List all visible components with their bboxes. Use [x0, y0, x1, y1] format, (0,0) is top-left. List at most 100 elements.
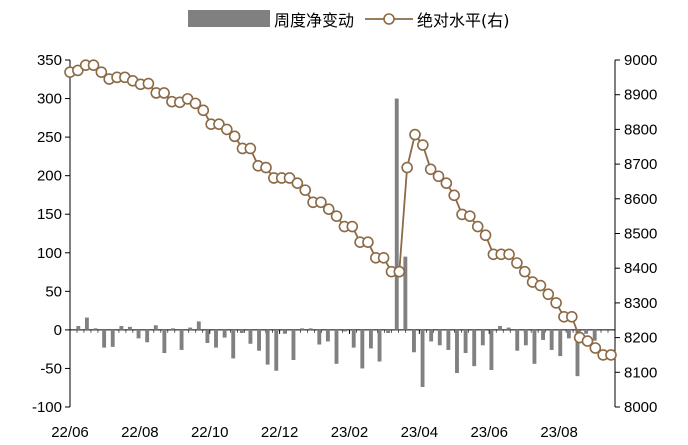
line-point — [534, 279, 547, 292]
left-axis-tick-label: 0 — [54, 322, 62, 339]
bar — [377, 329, 382, 362]
legend-bar-swatch — [188, 10, 270, 27]
bar — [343, 329, 348, 332]
right-axis-tick-label: 8600 — [624, 191, 657, 208]
bar — [291, 329, 296, 360]
bar — [128, 326, 132, 330]
x-axis-tick-label: 22/10 — [191, 424, 229, 441]
bar — [145, 329, 150, 343]
x-axis-tick-label: 22/12 — [261, 424, 299, 441]
bar — [532, 329, 537, 364]
line-point — [362, 236, 374, 248]
bar — [412, 329, 416, 353]
line-point — [448, 189, 460, 202]
left-axis-tick-label: 100 — [37, 245, 62, 262]
bar — [480, 329, 485, 346]
line-point — [260, 161, 272, 174]
bar — [420, 329, 425, 387]
right-axis-tick-label: 8200 — [624, 330, 657, 347]
bar — [334, 329, 339, 364]
x-axis-tick-label: 23/08 — [540, 424, 578, 441]
line-point — [464, 210, 476, 222]
line-point — [346, 220, 359, 233]
x-axis-tick-label: 23/04 — [401, 424, 439, 441]
bar — [455, 329, 459, 374]
bar — [196, 321, 201, 330]
bar — [498, 326, 502, 330]
left-axis-tick-label: 350 — [37, 52, 62, 69]
right-axis-tick-label: 8700 — [624, 156, 657, 173]
bar — [351, 329, 356, 348]
bar — [222, 329, 227, 338]
x-axis-tick-label: 23/06 — [470, 424, 508, 441]
bar — [325, 329, 330, 342]
bar — [368, 329, 373, 349]
line-point — [424, 163, 437, 176]
line-point — [299, 184, 312, 196]
bar — [119, 326, 124, 330]
line-point — [213, 118, 225, 130]
line-point — [589, 342, 602, 354]
bar — [265, 329, 270, 365]
line-point — [605, 349, 617, 361]
line-point — [542, 288, 555, 301]
line-point — [189, 97, 202, 110]
bar — [437, 329, 442, 346]
legend-line-marker — [383, 13, 395, 25]
bar — [386, 329, 391, 333]
bar — [558, 329, 563, 357]
right-axis-tick-label: 8800 — [624, 121, 657, 138]
bar — [523, 329, 528, 346]
line-point — [330, 210, 343, 222]
bar — [76, 326, 81, 330]
bar — [592, 329, 597, 341]
line-point — [228, 130, 241, 143]
line-point — [471, 220, 484, 233]
bar — [541, 329, 545, 340]
line-point — [479, 229, 492, 242]
left-axis-tick-label: 250 — [37, 129, 62, 146]
right-axis-tick-label: 8500 — [624, 226, 657, 243]
bar — [214, 329, 218, 348]
right-axis-tick-label: 8400 — [624, 260, 657, 277]
bar — [308, 328, 313, 330]
bar — [360, 329, 365, 369]
bar — [248, 329, 253, 344]
bar — [205, 329, 210, 343]
line-point — [503, 248, 515, 261]
x-axis-tick-label: 22/06 — [51, 424, 89, 441]
bar — [274, 329, 279, 371]
legend-bar-label: 周度净变动 — [274, 11, 354, 30]
right-axis-tick-label: 8000 — [624, 399, 657, 416]
bar — [515, 329, 520, 351]
line-point — [95, 66, 108, 78]
bar — [282, 329, 287, 334]
line-point — [432, 170, 445, 183]
legend-line-label: 绝对水平(右) — [417, 11, 510, 30]
line-point — [87, 59, 100, 72]
bar — [84, 317, 89, 330]
line-point — [417, 139, 429, 151]
bar — [549, 329, 554, 350]
line-point — [565, 310, 578, 323]
left-axis-tick-label: 150 — [37, 206, 62, 223]
line-point — [221, 123, 233, 136]
bar — [463, 329, 468, 354]
bar — [300, 328, 305, 330]
left-axis-tick-label: -50 — [40, 360, 62, 377]
bar — [472, 329, 477, 367]
line-point — [142, 77, 155, 90]
line-point — [550, 297, 562, 309]
line-point — [244, 142, 257, 155]
bar — [93, 328, 98, 330]
bar — [575, 329, 580, 377]
bar — [394, 98, 399, 330]
bar — [153, 325, 158, 330]
line-point — [518, 265, 531, 278]
left-axis-tick-label: 50 — [45, 283, 62, 300]
line-point — [409, 128, 421, 141]
line-series-path — [69, 64, 611, 356]
x-axis-tick-label: 22/08 — [121, 424, 159, 441]
line-point — [197, 104, 210, 117]
